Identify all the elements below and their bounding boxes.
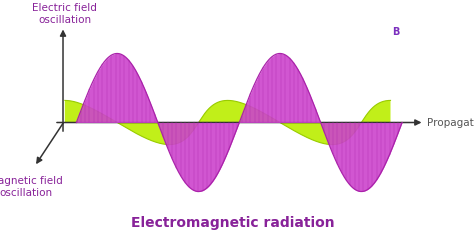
Text: B: B (392, 27, 399, 37)
Text: Electromagnetic radiation: Electromagnetic radiation (131, 216, 334, 230)
Text: Propagation: Propagation (427, 118, 474, 127)
Text: Electric field
oscillation: Electric field oscillation (32, 3, 97, 25)
Text: Magnetic field
oscillation: Magnetic field oscillation (0, 176, 63, 198)
Text: BYJU'S: BYJU'S (421, 18, 454, 27)
FancyBboxPatch shape (383, 19, 408, 45)
Text: The Learning App: The Learning App (416, 37, 459, 42)
Polygon shape (65, 100, 391, 145)
